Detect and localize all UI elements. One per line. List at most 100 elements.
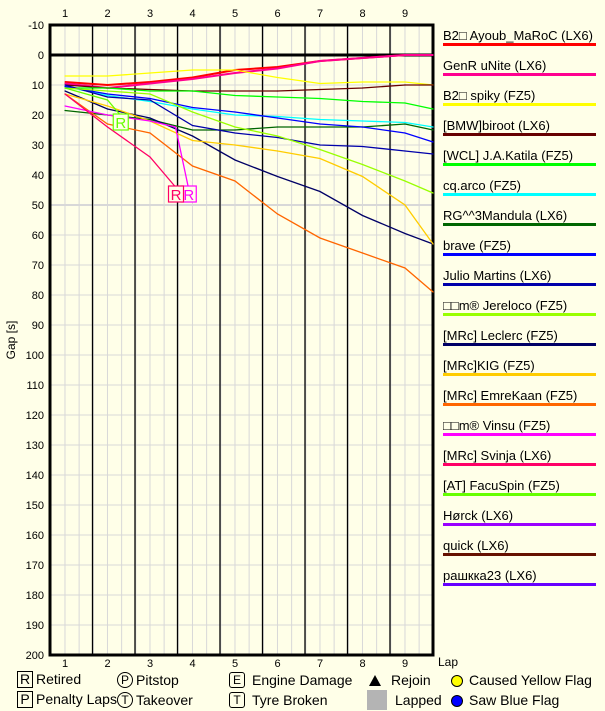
data-point	[106, 87, 109, 89]
series-line	[64, 93, 176, 188]
takeover-icon: T	[117, 692, 133, 708]
legend-label: cq.arco (FZ5)	[443, 178, 522, 193]
data-point	[432, 153, 434, 155]
legend-item: cq.arco (FZ5)	[443, 178, 596, 208]
y-tick-label: 140	[26, 470, 44, 482]
data-point	[432, 84, 434, 86]
y-tick-label: 80	[32, 290, 44, 302]
data-point	[361, 120, 364, 122]
data-point	[234, 126, 236, 128]
data-point	[404, 81, 406, 83]
legend-item: RG^^3Mandula (LX6)	[443, 208, 596, 238]
key-tyre: T Tyre Broken	[229, 692, 327, 708]
data-point	[234, 129, 236, 131]
legend-swatch	[443, 463, 596, 466]
legend-label: Julio Martins (LX6)	[443, 268, 552, 283]
legend-swatch	[443, 583, 596, 586]
data-point	[234, 90, 236, 92]
data-point	[106, 84, 109, 86]
y-tick-label: 130	[26, 440, 44, 452]
data-point	[276, 117, 279, 119]
data-point	[64, 81, 66, 83]
data-point	[191, 106, 194, 109]
legend-label: [MRc]KIG (FZ5)	[443, 358, 535, 373]
data-point	[64, 87, 66, 89]
series-2	[64, 69, 434, 86]
x-tick-label: 6	[274, 658, 280, 670]
series-line	[64, 85, 434, 143]
data-point	[432, 141, 434, 143]
legend-swatch	[443, 103, 596, 106]
penalty-icon: P	[17, 691, 33, 708]
yellow-flag-icon	[451, 675, 463, 687]
data-point	[234, 111, 236, 113]
y-tick-label: 20	[32, 110, 44, 122]
key-label: Caused Yellow Flag	[469, 672, 592, 688]
data-point	[276, 115, 279, 118]
legend-item: [MRc]KIG (FZ5)	[443, 358, 596, 388]
key-lapped: Lapped	[365, 690, 442, 710]
data-point	[149, 118, 151, 121]
data-point	[404, 180, 406, 182]
data-point	[149, 82, 151, 85]
data-point	[106, 75, 109, 77]
series-line	[64, 84, 434, 155]
data-point	[319, 144, 321, 146]
lapped-swatch	[367, 690, 387, 710]
data-point	[149, 88, 151, 91]
data-point	[361, 163, 364, 166]
data-point	[319, 82, 321, 85]
legend-swatch	[443, 73, 596, 76]
x-tick-label: 5	[232, 658, 238, 670]
data-point	[191, 90, 194, 92]
data-point	[276, 175, 279, 178]
y-axis-label: Gap [s]	[4, 321, 18, 360]
legend-item: □□m® Jereloco (FZ5)	[443, 298, 596, 328]
x-tick-label: 4	[189, 658, 195, 670]
data-point	[64, 82, 66, 85]
data-point	[64, 75, 66, 77]
data-point	[106, 99, 109, 101]
data-point	[191, 108, 194, 110]
data-point	[432, 108, 434, 110]
y-tick-label: 170	[26, 560, 44, 572]
legend-swatch	[443, 43, 596, 46]
legend-item: [MRc] Leclerc (FZ5)	[443, 328, 596, 358]
data-point	[361, 57, 364, 59]
data-point	[234, 144, 236, 146]
legend-item: B2□ spiky (FZ5)	[443, 88, 596, 118]
key-label: Tyre Broken	[252, 692, 328, 708]
legend-label: [MRc] Leclerc (FZ5)	[443, 328, 558, 343]
data-point	[191, 124, 194, 127]
data-point	[234, 69, 236, 71]
data-point	[432, 54, 434, 56]
data-point	[319, 118, 321, 121]
legend-item: [MRc] Svinja (LX6)	[443, 448, 596, 478]
data-point	[149, 93, 151, 95]
legend-swatch	[443, 343, 596, 346]
legend-item: [AT] FacuSpin (FZ5)	[443, 478, 596, 508]
data-point	[276, 136, 279, 139]
retired-marker	[112, 113, 129, 131]
data-point	[149, 99, 151, 101]
data-point	[276, 66, 279, 68]
y-tick-label: 200	[26, 650, 44, 662]
series-line	[65, 87, 434, 110]
key-label: Retired	[36, 671, 82, 687]
data-point	[404, 150, 406, 152]
data-point	[149, 100, 151, 103]
data-point	[234, 180, 236, 182]
retired-marker-label: R	[115, 115, 126, 132]
legend-swatch	[443, 163, 596, 166]
data-point	[361, 100, 364, 103]
legend-item: □□m® Vinsu (FZ5)	[443, 418, 596, 448]
legend-swatch	[443, 313, 596, 316]
y-tick-label: -10	[28, 20, 44, 32]
legend-label: Hørck (LX6)	[443, 508, 514, 523]
key-label: Pitstop	[136, 672, 179, 688]
key-label: Rejoin	[391, 672, 431, 688]
data-point	[149, 81, 151, 83]
key-penalty: P Penalty Laps	[17, 691, 117, 708]
legend-label: □□m® Vinsu (FZ5)	[443, 418, 551, 433]
